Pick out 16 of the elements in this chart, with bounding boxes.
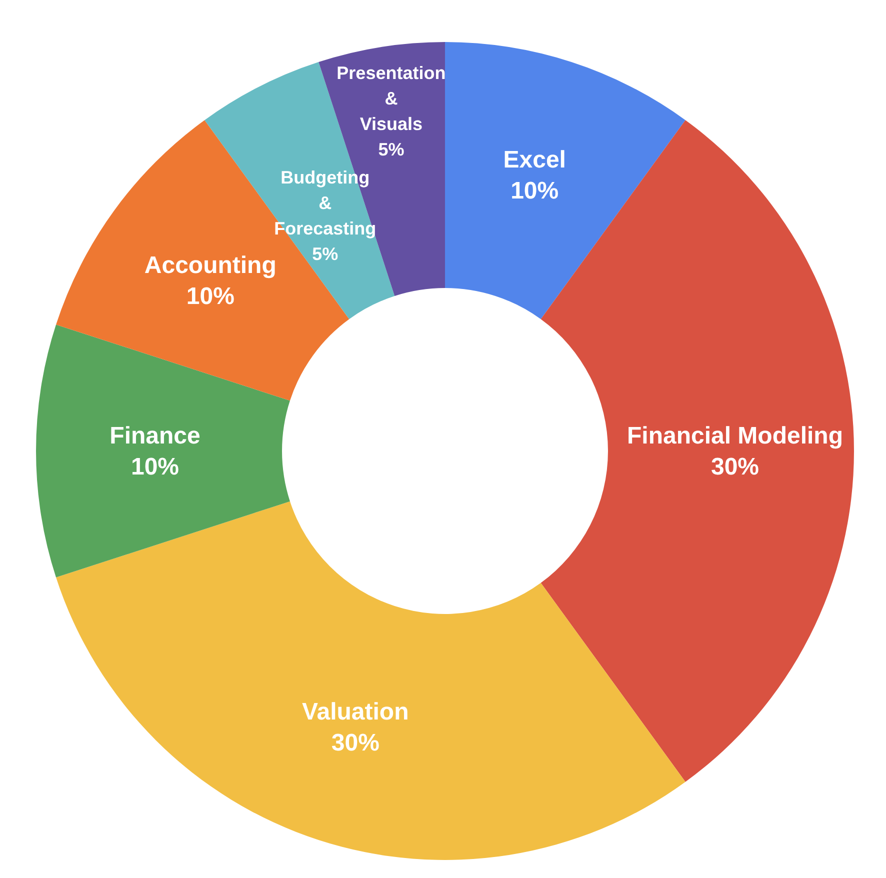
slice-label: Financial Modeling: [626, 422, 844, 449]
data-label: 10%: [130, 453, 180, 480]
donut-slice: [36, 324, 290, 578]
slice-label: Finance: [110, 422, 200, 449]
data-label: 30%: [331, 728, 380, 756]
data-label: 30%: [710, 453, 760, 480]
slice-label: Accounting: [144, 252, 276, 279]
data-label: 5%: [378, 139, 404, 160]
donut-slice: [56, 501, 686, 860]
slice-label: Presentation & Visuals: [336, 62, 446, 134]
data-label: 5%: [312, 244, 338, 264]
data-label: 10%: [186, 282, 234, 310]
data-label: 10%: [510, 177, 559, 204]
donut-slice: [445, 42, 686, 320]
slice-label: Valuation: [302, 698, 409, 725]
slice-label: Excel: [503, 146, 566, 174]
